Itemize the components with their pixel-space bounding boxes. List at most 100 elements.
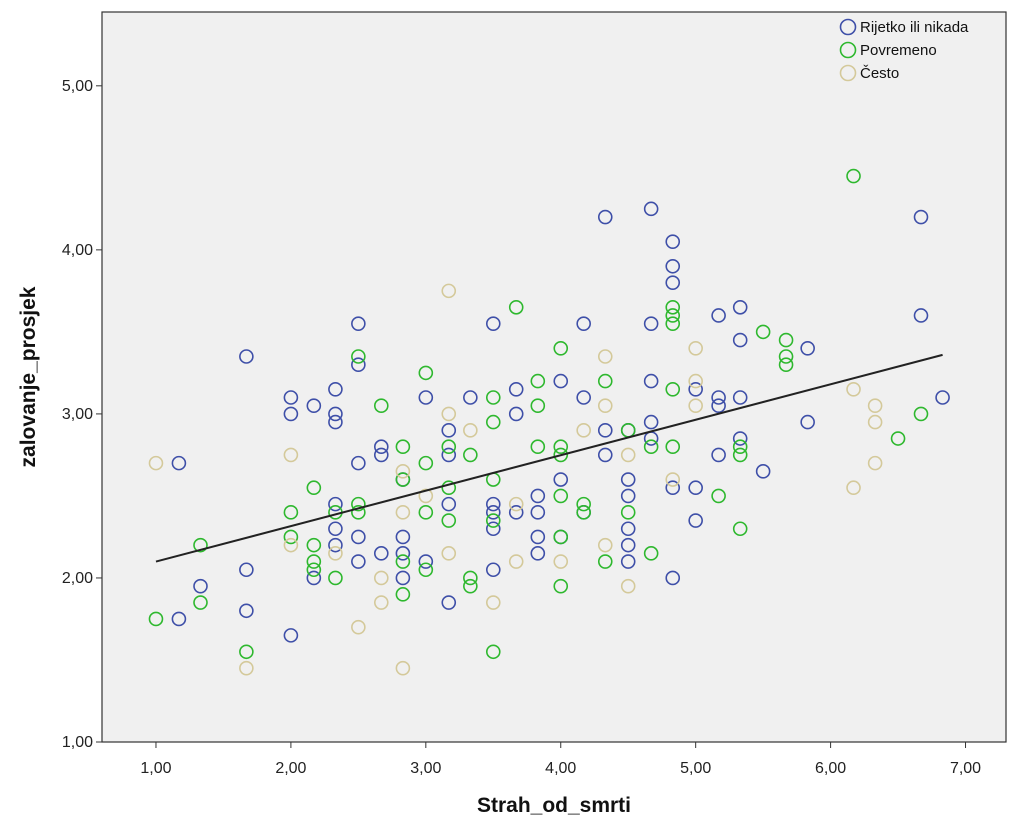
data-point (620, 521, 636, 537)
data-point (148, 455, 164, 471)
data-point (665, 439, 681, 455)
data-point (643, 414, 659, 430)
data-point (732, 431, 748, 446)
data-point (328, 537, 343, 553)
data-point (755, 464, 771, 479)
data-point (193, 595, 208, 610)
data-point (597, 447, 613, 463)
data-point (418, 554, 434, 569)
data-point (395, 660, 411, 676)
data-point (620, 554, 636, 569)
x-tick-label: 1,00 (140, 760, 171, 777)
data-point (665, 570, 681, 586)
data-point (373, 447, 389, 463)
y-tick-label: 2,00 (62, 570, 93, 587)
legend-marker (839, 64, 857, 82)
x-tick-label: 3,00 (410, 760, 441, 777)
data-point (351, 505, 366, 520)
data-point (732, 299, 748, 315)
data-point (351, 619, 366, 635)
data-point (553, 340, 569, 356)
data-point (373, 570, 389, 586)
data-point (688, 373, 703, 389)
data-point (643, 316, 659, 331)
data-point (576, 505, 591, 520)
data-point (665, 480, 681, 496)
legend-label: Povremeno (860, 42, 937, 59)
data-point (306, 554, 322, 569)
data-point (576, 316, 591, 331)
data-point (351, 349, 366, 364)
data-point (395, 464, 411, 479)
data-point (688, 340, 703, 356)
data-point (395, 472, 411, 487)
data-point (508, 554, 524, 569)
y-tick-label: 1,00 (62, 734, 93, 751)
data-point (283, 537, 299, 553)
data-point (665, 308, 681, 323)
data-point (395, 554, 411, 569)
data-point (351, 554, 366, 569)
data-point (171, 455, 187, 471)
data-point (846, 480, 861, 496)
data-point (620, 488, 636, 504)
data-point (283, 505, 299, 520)
data-point (418, 505, 434, 520)
data-point (239, 660, 254, 676)
data-point (665, 472, 681, 487)
data-point (351, 455, 366, 471)
data-point (553, 373, 569, 389)
data-point (913, 406, 929, 422)
data-point (620, 505, 636, 520)
data-point (530, 505, 546, 520)
data-point (665, 382, 681, 397)
data-point (239, 562, 254, 578)
data-point (283, 447, 299, 463)
data-point (643, 373, 659, 389)
data-point (441, 447, 457, 463)
data-point (508, 505, 524, 520)
data-point (508, 382, 524, 397)
data-point (620, 537, 636, 553)
data-point (485, 513, 501, 528)
data-point (576, 496, 591, 512)
data-point (239, 603, 254, 619)
data-point (418, 488, 434, 504)
data-point (463, 390, 478, 405)
data-point (846, 382, 861, 397)
data-point (306, 570, 322, 586)
data-point (530, 373, 546, 389)
data-point (441, 439, 457, 455)
data-point (867, 414, 883, 430)
data-point (441, 406, 457, 422)
data-point (530, 398, 546, 414)
data-point (620, 472, 636, 487)
data-point (732, 447, 748, 463)
data-point (373, 546, 389, 561)
data-point (597, 209, 613, 225)
y-axis-title: zalovanje_prosjek (17, 286, 40, 467)
data-point (306, 480, 322, 496)
x-tick-label: 6,00 (815, 760, 846, 777)
data-point (732, 521, 748, 537)
data-point (530, 439, 546, 455)
data-point (193, 578, 208, 594)
y-axis: 1,00 2,00 3,00 4,00 5,00 (62, 78, 102, 751)
data-point (643, 201, 659, 217)
data-point (441, 546, 457, 561)
data-point (441, 480, 457, 496)
data-point (328, 546, 343, 561)
data-points (148, 168, 950, 676)
data-point (395, 505, 411, 520)
data-point (418, 455, 434, 471)
data-point (800, 340, 815, 356)
data-point (643, 439, 659, 455)
data-point (597, 537, 613, 553)
data-point (867, 455, 883, 471)
data-point (576, 423, 591, 438)
series-group (148, 168, 929, 660)
data-point (328, 521, 343, 537)
data-point (665, 258, 681, 274)
x-axis: 1,00 2,00 3,00 4,00 5,00 6,00 7,00 (140, 742, 981, 777)
data-point (441, 595, 457, 610)
